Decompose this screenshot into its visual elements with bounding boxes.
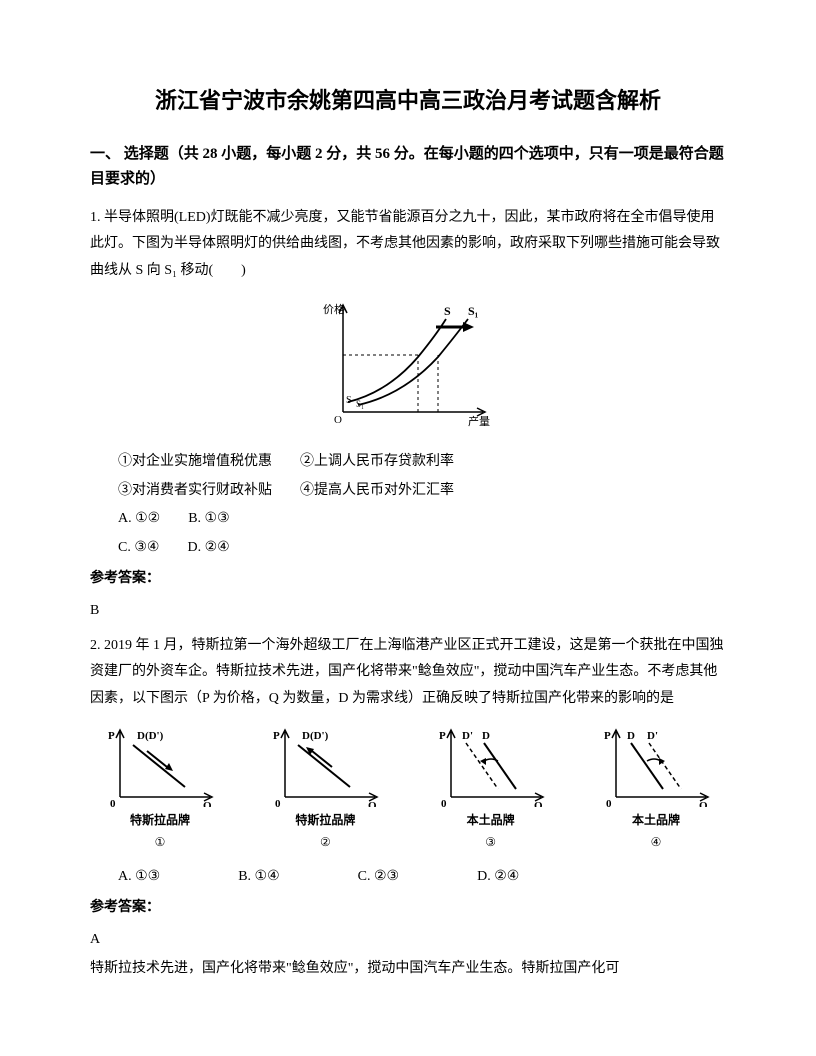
q2-chart-1: P Q 0 D(D') 特斯拉品牌 ①: [100, 727, 220, 855]
svg-text:D: D: [482, 730, 490, 742]
q1-opt-b: B. ①③: [188, 511, 229, 526]
svg-text:Q: Q: [699, 800, 708, 807]
svg-text:P: P: [108, 730, 115, 742]
q2-chart-1-label: 特斯拉品牌: [100, 809, 220, 832]
question-2: 2. 2019 年 1 月，特斯拉第一个海外超级工厂在上海临港产业区正式开工建设…: [90, 633, 726, 983]
q1-opt-d: D. ②④: [187, 540, 229, 555]
q2-answer-label: 参考答案：: [90, 895, 726, 922]
q2-charts: P Q 0 D(D') 特斯拉品牌 ① P Q 0 D(D'): [90, 727, 726, 855]
question-1: 1. 半导体照明(LED)灯既能不减少亮度，又能节省能源百分之九十，因此，某市政…: [90, 205, 726, 625]
section-header: 一、 选择题（共 28 小题，每小题 2 分，共 56 分。在每小题的四个选项中…: [90, 142, 726, 193]
q1-item-row1: ①对企业实施增值税优惠 ②上调人民币存贷款利率: [90, 449, 726, 476]
svg-text:0: 0: [275, 798, 281, 807]
q2-chart-2-num: ②: [265, 831, 385, 854]
svg-text:0: 0: [606, 798, 612, 807]
q1-supply-chart: 价格 产量 O S S₁ S S₁: [90, 297, 726, 438]
q2-chart-3: P Q 0 D' D 本土品牌 ③: [431, 727, 551, 855]
q2-chart-3-num: ③: [431, 831, 551, 854]
q2-text: 2. 2019 年 1 月，特斯拉第一个海外超级工厂在上海临港产业区正式开工建设…: [90, 633, 726, 713]
q1-opt-c: C. ③④: [118, 540, 159, 555]
svg-text:D': D': [462, 730, 473, 742]
q2-chart-2-label: 特斯拉品牌: [265, 809, 385, 832]
q2-chart-1-num: ①: [100, 831, 220, 854]
q1-text: 1. 半导体照明(LED)灯既能不减少亮度，又能节省能源百分之九十，因此，某市政…: [90, 205, 726, 285]
q2-options: A. ①③ B. ①④ C. ②③ D. ②④: [90, 864, 726, 891]
q2-opt-b: B. ①④: [210, 864, 279, 891]
svg-text:P: P: [439, 730, 446, 742]
svg-text:Q: Q: [368, 800, 377, 807]
q2-explain: 特斯拉技术先进，国产化将带来"鲶鱼效应"，搅动中国汽车产业生态。特斯拉国产化可: [90, 956, 726, 983]
q1-answer: B: [90, 598, 726, 625]
svg-text:O: O: [334, 414, 342, 426]
svg-text:S₁: S₁: [356, 399, 364, 409]
svg-text:D: D: [627, 730, 635, 742]
svg-text:产量: 产量: [468, 414, 490, 427]
q2-opt-a: A. ①③: [90, 864, 160, 891]
q1-options-row1: A. ①② B. ①③: [90, 506, 726, 533]
q2-answer: A: [90, 927, 726, 954]
q1-item-row2: ③对消费者实行财政补贴 ④提高人民币对外汇汇率: [90, 478, 726, 505]
svg-text:P: P: [273, 730, 280, 742]
q2-opt-c: C. ②③: [330, 864, 399, 891]
page-title: 浙江省宁波市余姚第四高中高三政治月考试题含解析: [90, 80, 726, 122]
q1-item3: ③对消费者实行财政补贴: [118, 483, 272, 498]
q2-chart-4-num: ④: [596, 831, 716, 854]
svg-text:0: 0: [441, 798, 447, 807]
svg-text:S: S: [444, 304, 451, 318]
q2-chart-2: P Q 0 D(D') 特斯拉品牌 ②: [265, 727, 385, 855]
q2-chart-4-label: 本土品牌: [596, 809, 716, 832]
svg-text:价格: 价格: [323, 302, 345, 316]
q2-opt-d: D. ②④: [449, 864, 519, 891]
q1-item2: ②上调人民币存贷款利率: [300, 454, 454, 469]
svg-text:D(D'): D(D'): [302, 730, 329, 742]
svg-text:D(D'): D(D'): [137, 730, 164, 742]
q1-opt-a: A. ①②: [118, 511, 160, 526]
q1-item1: ①对企业实施增值税优惠: [118, 454, 272, 469]
q1-item4: ④提高人民币对外汇汇率: [300, 483, 454, 498]
svg-text:Q: Q: [534, 800, 543, 807]
svg-text:0: 0: [110, 798, 116, 807]
q2-chart-4: P Q 0 D D' 本土品牌 ④: [596, 727, 716, 855]
q1-answer-label: 参考答案：: [90, 566, 726, 593]
svg-text:S₁: S₁: [468, 304, 479, 318]
q2-chart-3-label: 本土品牌: [431, 809, 551, 832]
q1-options-row2: C. ③④ D. ②④: [90, 535, 726, 562]
svg-text:S: S: [346, 395, 352, 406]
svg-text:D': D': [647, 730, 658, 742]
svg-text:Q: Q: [203, 800, 212, 807]
svg-text:P: P: [604, 730, 611, 742]
